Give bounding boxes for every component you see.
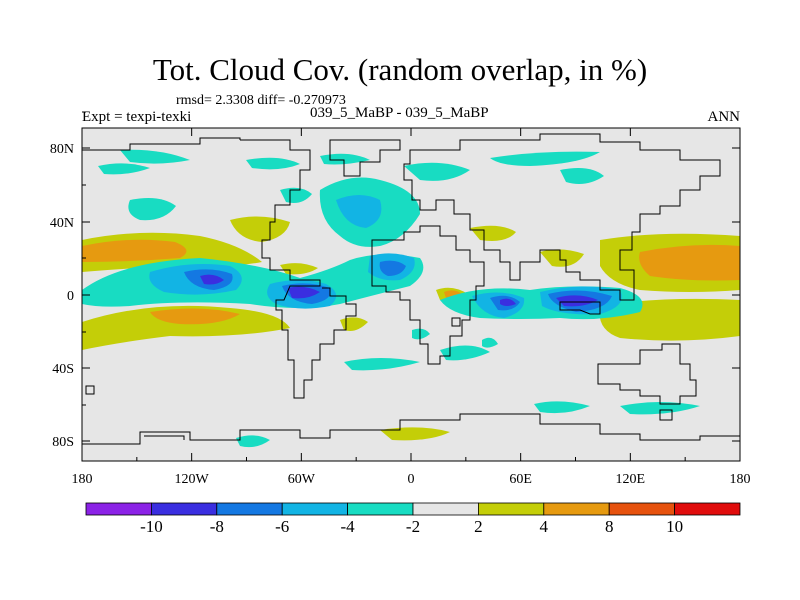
lat-label: 80S bbox=[52, 435, 74, 450]
latitude-ticks: 80N 40N 0 40S 80S bbox=[50, 111, 740, 450]
lat-label: 80N bbox=[50, 142, 74, 157]
experiment-label: Expt = texpi-texki bbox=[82, 109, 192, 125]
lon-label: 180 bbox=[730, 472, 751, 487]
lon-label: 120E bbox=[616, 472, 646, 487]
colorbar-swatch bbox=[281, 502, 349, 516]
colorbar-label: 10 bbox=[666, 517, 683, 536]
colorbar-label: 8 bbox=[605, 517, 614, 536]
colorbar-label: -10 bbox=[140, 517, 163, 536]
colorbar-swatch bbox=[347, 502, 414, 516]
deepest-negative-regions bbox=[200, 274, 598, 307]
colorbar-swatch bbox=[674, 502, 741, 516]
lat-label: 0 bbox=[67, 289, 74, 304]
colorbar-label: -6 bbox=[275, 517, 289, 536]
colorbar-swatch bbox=[150, 502, 218, 516]
colorbar-label: -8 bbox=[210, 517, 224, 536]
longitude-ticks: 180 120W 60W 0 60E 120E 180 bbox=[72, 128, 751, 487]
plot-title: Tot. Cloud Cov. (random overlap, in %) bbox=[152, 52, 648, 87]
lat-label: 40N bbox=[50, 216, 74, 231]
contour-fields bbox=[82, 133, 740, 448]
colorbar-label: 2 bbox=[474, 517, 483, 536]
colorbar-swatch bbox=[543, 502, 610, 516]
colorbar-swatch bbox=[216, 502, 283, 516]
season-label: ANN bbox=[707, 109, 741, 125]
colorbar-swatch bbox=[477, 502, 545, 516]
colorbar-label: -4 bbox=[341, 517, 356, 536]
colorbar-swatch bbox=[85, 502, 152, 516]
colorbar-swatch bbox=[608, 502, 676, 516]
lat-label: 40S bbox=[52, 362, 74, 377]
colorbar-swatch bbox=[412, 502, 479, 516]
strong-positive-regions bbox=[82, 239, 740, 325]
stats-text: rmsd= 2.3308 diff= -0.270973 bbox=[176, 93, 346, 108]
lon-label: 120W bbox=[175, 472, 210, 487]
lon-label: 180 bbox=[72, 472, 93, 487]
lon-label: 0 bbox=[408, 472, 415, 487]
colorbar-label: 4 bbox=[540, 517, 549, 536]
lon-label: 60W bbox=[288, 472, 316, 487]
comparison-label: 039_5_MaBP - 039_5_MaBP bbox=[310, 105, 489, 121]
colorbar: -10 -8 -6 -4 -2 2 4 8 10 bbox=[85, 502, 741, 536]
lon-label: 60E bbox=[509, 472, 532, 487]
colorbar-label: -2 bbox=[406, 517, 420, 536]
coastline-outlines bbox=[82, 133, 740, 445]
